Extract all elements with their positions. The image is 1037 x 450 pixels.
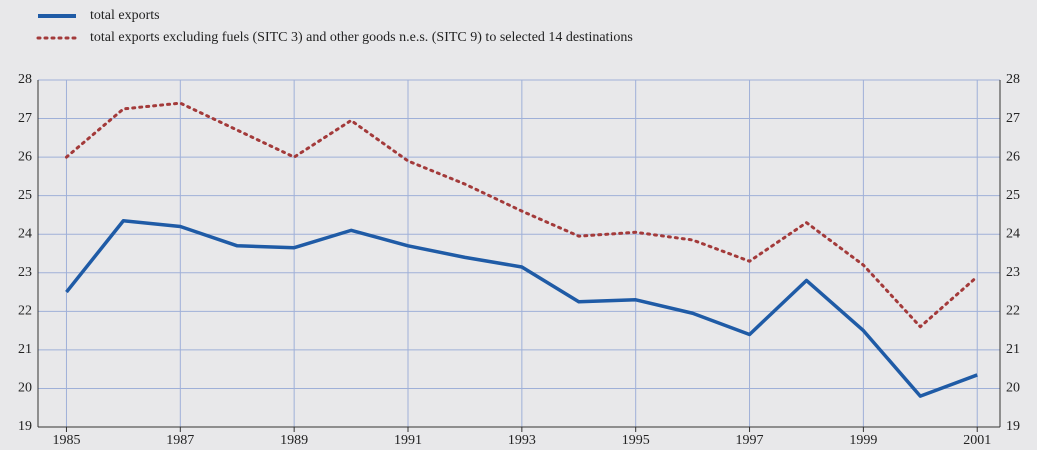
y-tick-label: 28 xyxy=(18,72,32,87)
x-tick-label: 1989 xyxy=(280,433,308,448)
x-tick-label: 1987 xyxy=(166,433,194,448)
y2-tick-label: 22 xyxy=(1006,304,1020,319)
legend-label: total exports xyxy=(90,8,160,23)
y-tick-label: 23 xyxy=(18,265,32,280)
y-tick-label: 26 xyxy=(18,149,32,164)
y2-tick-label: 20 xyxy=(1006,381,1020,396)
y-tick-label: 24 xyxy=(18,226,32,241)
series-line xyxy=(65,218,978,398)
y-tick-label: 25 xyxy=(18,188,32,203)
x-tick-label: 1999 xyxy=(849,433,877,448)
x-tick-label: 1991 xyxy=(394,433,422,448)
y2-tick-label: 28 xyxy=(1006,72,1020,87)
y2-tick-label: 26 xyxy=(1006,149,1020,164)
y-tick-label: 20 xyxy=(18,381,32,396)
y2-tick-label: 24 xyxy=(1006,226,1020,241)
x-tick-label: 1993 xyxy=(508,433,536,448)
y2-tick-label: 19 xyxy=(1006,419,1020,434)
x-tick-label: 1995 xyxy=(622,433,650,448)
x-tick-label: 1985 xyxy=(52,433,80,448)
series-line xyxy=(64,101,979,329)
x-tick-label: 2001 xyxy=(963,433,991,448)
y2-tick-label: 23 xyxy=(1006,265,1020,280)
y-tick-label: 21 xyxy=(18,342,32,357)
legend-label: total exports excluding fuels (SITC 3) a… xyxy=(90,30,633,45)
y2-tick-label: 25 xyxy=(1006,188,1020,203)
y-tick-label: 27 xyxy=(18,111,32,126)
y-tick-label: 19 xyxy=(18,419,32,434)
x-tick-label: 1997 xyxy=(736,433,764,448)
y2-tick-label: 21 xyxy=(1006,342,1020,357)
y2-tick-label: 27 xyxy=(1006,111,1020,126)
y-tick-label: 22 xyxy=(18,304,32,319)
